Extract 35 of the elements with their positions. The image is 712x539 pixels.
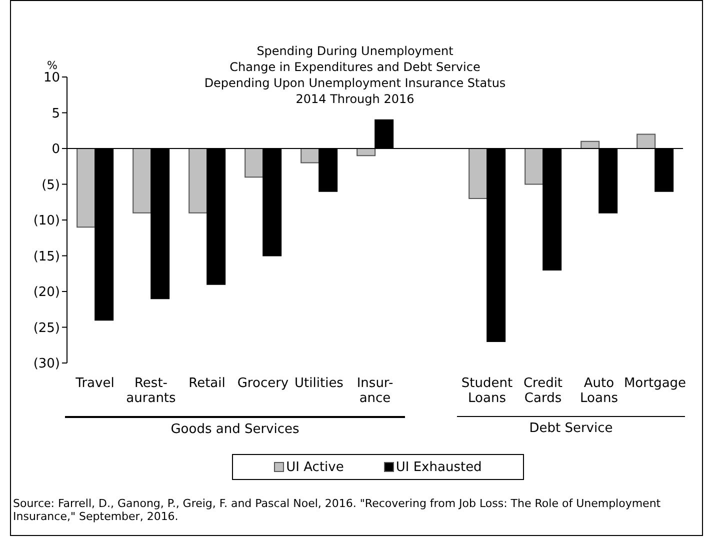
legend-label: UI Exhausted (394, 460, 482, 474)
x-tick-label: Utilities (294, 376, 344, 391)
y-tick-label: (20) (33, 285, 60, 300)
x-tick-label: Rest- aurants (126, 376, 176, 406)
bar (132, 148, 152, 214)
text: Goods and Services (65, 416, 405, 437)
y-tick-label: (15) (33, 249, 60, 264)
x-tick-label: Travel (74, 376, 114, 391)
text: Debt Service (457, 416, 685, 436)
y-tick-label: (30) (33, 356, 60, 372)
legend-label: UI Active (285, 460, 344, 474)
source-note: Source: Farrell, D., Ganong, P., Greig, F. and Pascal Noel, 2016. "Recovering from Job Loss: The Role of Unemployment Insurance," September, 2016. (13, 497, 662, 523)
x-tick-label: Student Loans (461, 376, 513, 406)
y-axis-title: % (47, 59, 58, 72)
x-tick-label: Grocery (237, 376, 289, 391)
x-tick-label: Credit Cards (523, 376, 563, 406)
y-tick-label: (5) (42, 178, 60, 193)
x-tick-label: Mortgage (624, 376, 686, 391)
bar (188, 148, 208, 214)
bar (244, 148, 264, 178)
bar (636, 134, 656, 149)
bar (300, 148, 320, 164)
x-tick-label: Retail (188, 376, 226, 391)
y-tick-label: 10 (43, 70, 60, 86)
bar (76, 148, 96, 228)
bar (468, 148, 488, 200)
bar (524, 148, 544, 185)
x-tick-label: Insur- ance (356, 376, 394, 406)
y-tick-label: (10) (33, 214, 60, 229)
y-tick-label: 0 (52, 142, 60, 158)
y-tick-label: (25) (33, 320, 60, 336)
chart-title: Spending During Unemployment (256, 43, 454, 59)
x-tick-label: Auto Loans (580, 376, 618, 406)
y-tick-label: 5 (52, 106, 60, 122)
chart-subtitle: Change in Expenditures and Debt Service Depending Upon Unemployment Insurance Status 2014 Through 2016 (203, 59, 507, 107)
